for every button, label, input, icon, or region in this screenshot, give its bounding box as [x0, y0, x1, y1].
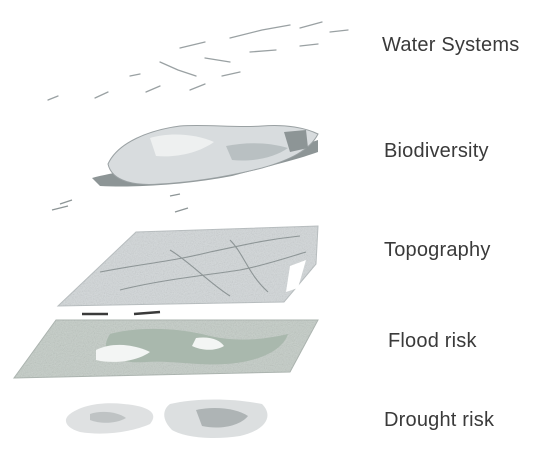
topography-layer: [56, 225, 319, 316]
water-stream: [299, 21, 323, 29]
water-stream: [229, 24, 291, 39]
topography-highlight: [286, 260, 306, 292]
layer-label-drought-risk: Drought risk: [384, 409, 495, 431]
water-stream: [299, 43, 319, 47]
biodiversity-edge-mark: [51, 193, 189, 213]
biodiversity-habitat-patch: [226, 143, 288, 161]
flood-zone-safe: [96, 344, 150, 362]
layer-label-flood-risk: Flood risk: [388, 330, 477, 352]
flood-risk-layer: [13, 319, 319, 379]
drought-zone-core: [90, 411, 126, 423]
water-stream: [159, 61, 197, 77]
water-stream: [47, 95, 59, 101]
topography-contours: [99, 235, 307, 297]
biodiversity-habitat-patch: [150, 134, 214, 157]
water-stream: [329, 29, 349, 33]
water-stream: [145, 85, 161, 93]
biodiversity-habitat-patch: [284, 130, 308, 152]
layer-label-topography: Topography: [384, 239, 491, 261]
layer-label-water-systems: Water Systems: [382, 34, 520, 56]
drought-risk-layer: [65, 399, 268, 438]
drought-zone-core: [196, 408, 248, 428]
water-stream: [204, 57, 231, 63]
water-stream: [249, 49, 277, 53]
biodiversity-layer: [51, 124, 319, 213]
topography-dash-right: [133, 310, 161, 316]
water-stream: [179, 41, 206, 49]
layer-label-biodiversity: Biodiversity: [384, 140, 489, 162]
water-stream: [189, 83, 206, 91]
flood-zone-safe: [192, 337, 224, 350]
water-systems-layer: [47, 21, 349, 101]
water-stream: [94, 91, 109, 99]
water-stream: [221, 71, 241, 77]
water-stream: [129, 73, 141, 77]
